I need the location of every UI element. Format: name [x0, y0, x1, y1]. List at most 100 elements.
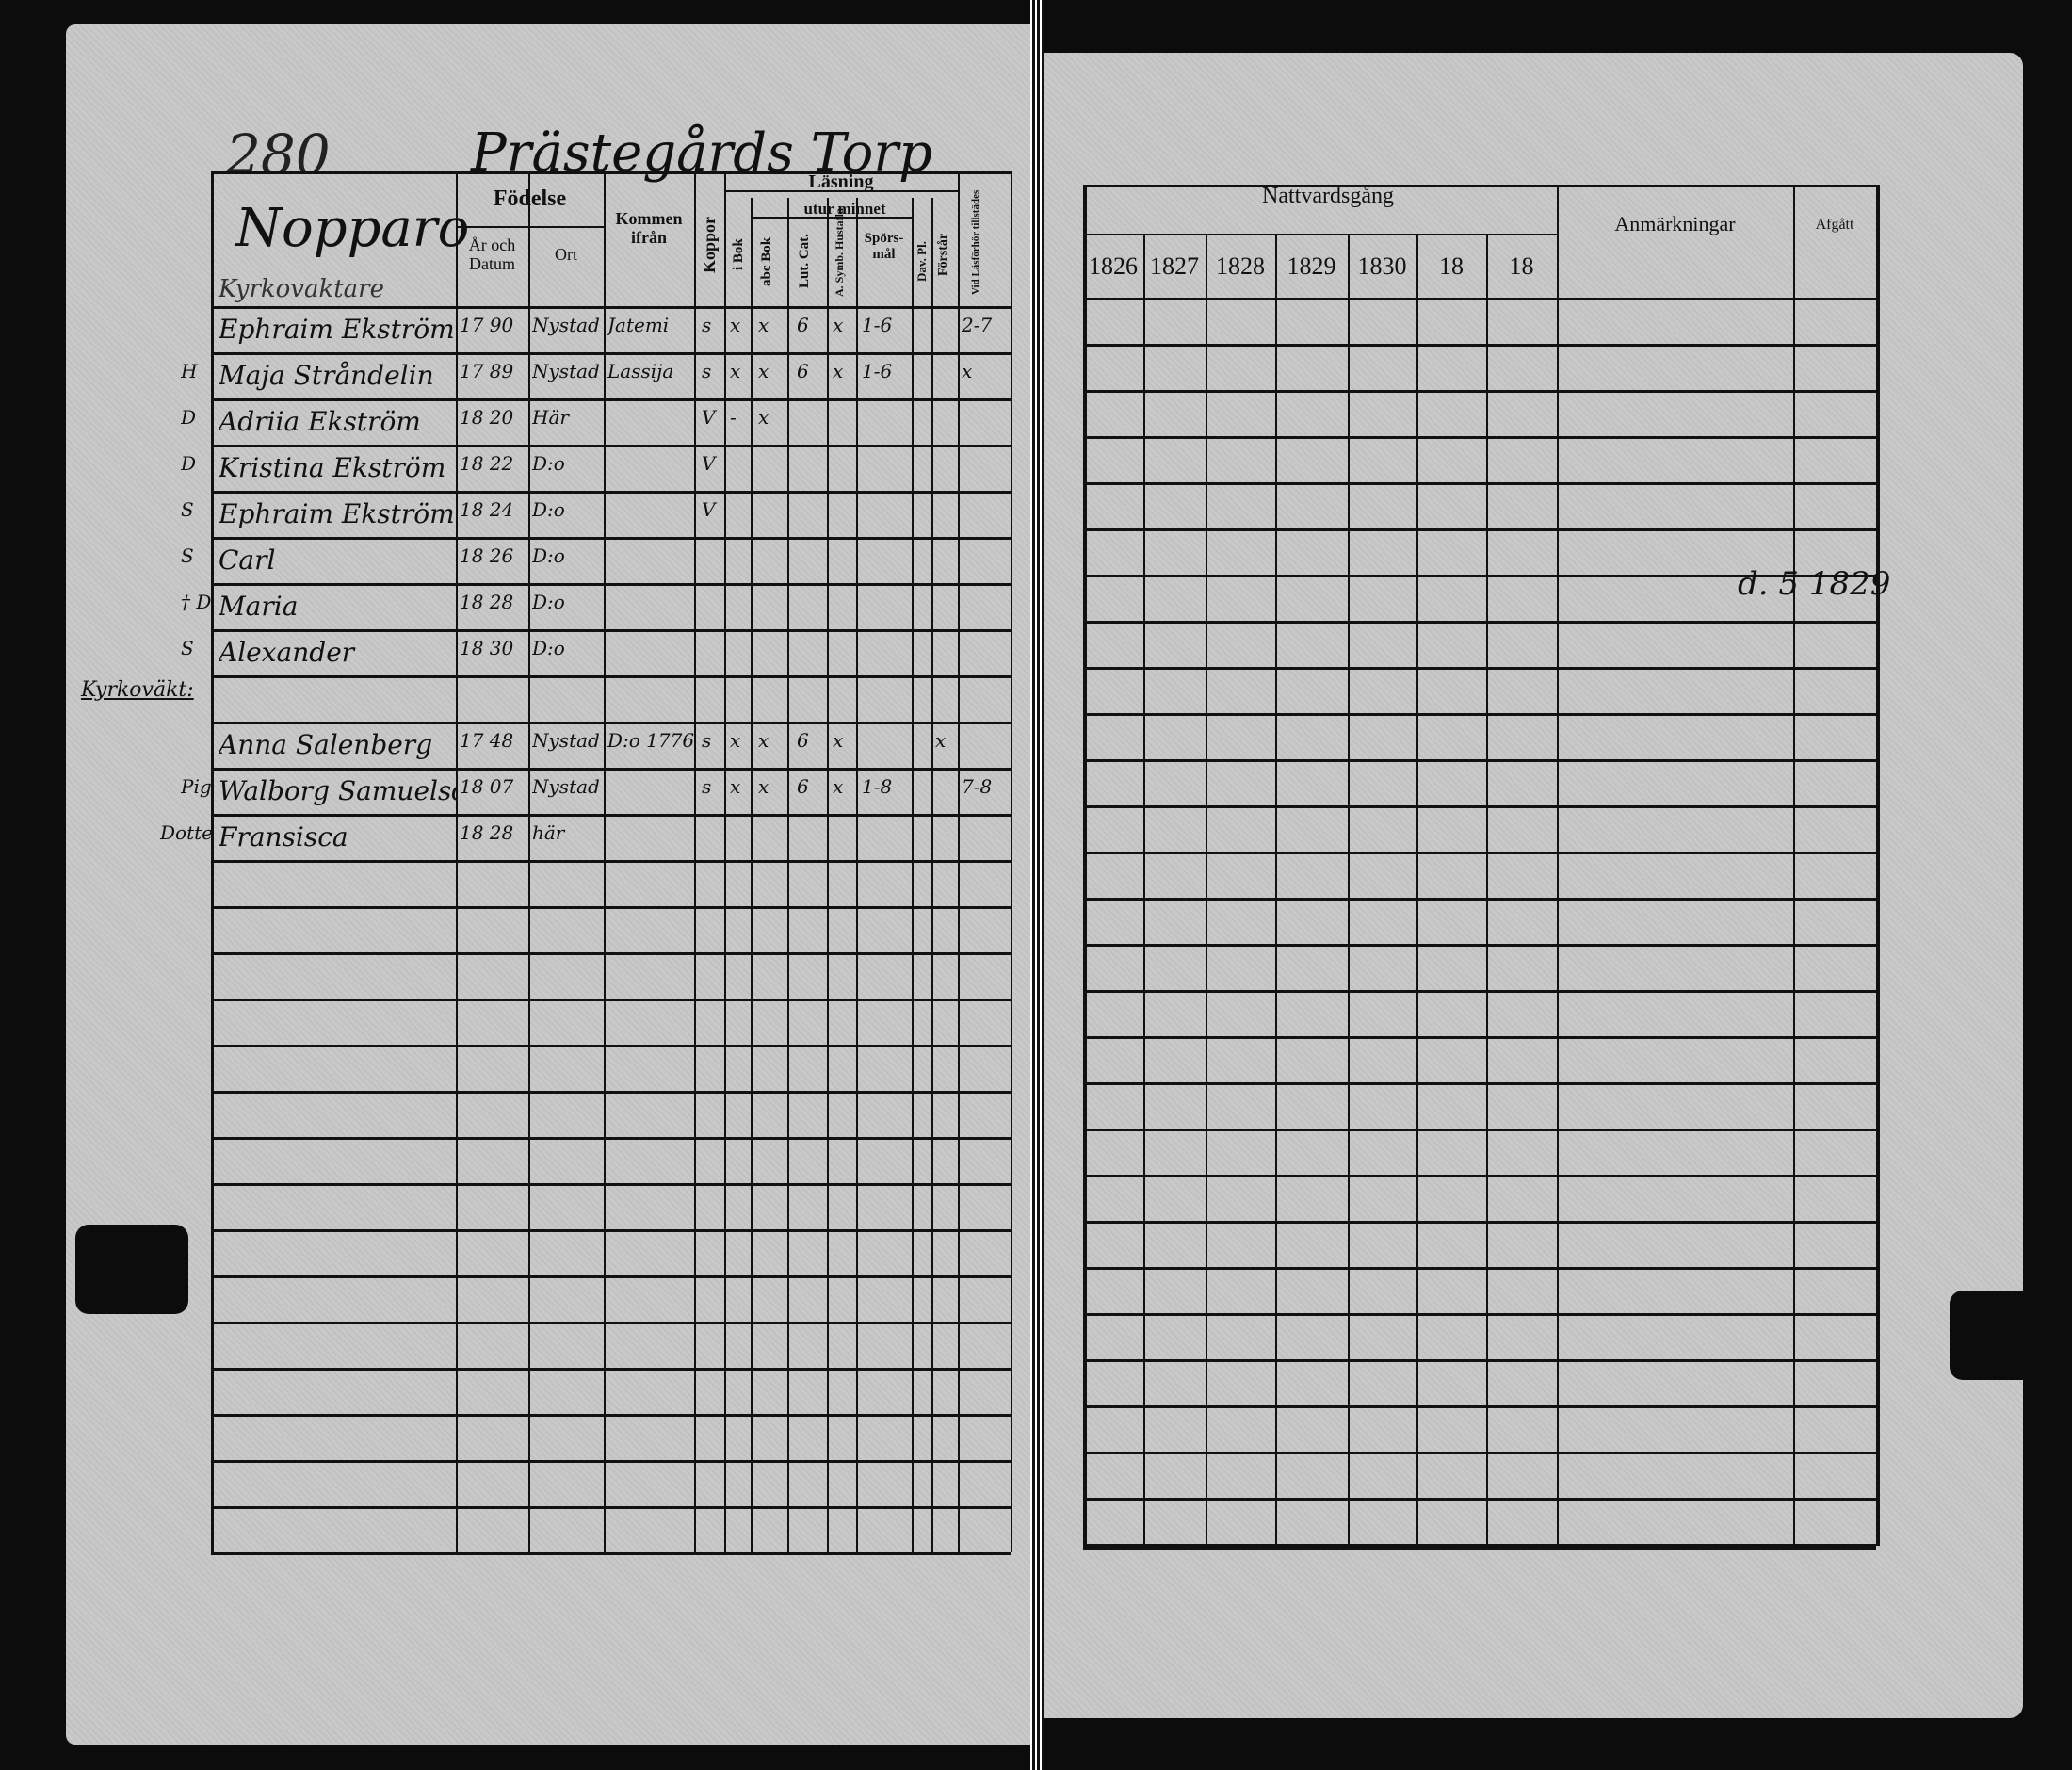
cell-till: 7-8: [962, 775, 993, 798]
header-year: 18: [1509, 252, 1534, 280]
row-rule: [1083, 1036, 1876, 1039]
header-tillstand: Vid Läsförhör tillstädes: [970, 189, 981, 296]
afgatt-note: d. 5 1829: [1738, 565, 1891, 603]
row-rule: [211, 352, 1011, 355]
cell-date: 18 30: [460, 637, 514, 659]
row-rule: [211, 1183, 1011, 1186]
row-rule: [211, 675, 1011, 678]
row-rule: [1083, 667, 1876, 670]
cell-name: Alexander: [219, 637, 355, 668]
header-year: 1827: [1150, 252, 1199, 280]
row-rule: [211, 306, 1011, 309]
row-role: H: [181, 360, 198, 382]
cell-i_bok: x: [730, 314, 741, 336]
rule-line: [1275, 235, 1277, 1546]
cell-name: Kristina Ekström: [219, 452, 446, 483]
row-rule: [211, 1137, 1011, 1140]
row-rule: [1083, 1359, 1876, 1362]
row-rule: [211, 1229, 1011, 1232]
cell-date: 17 48: [460, 729, 514, 752]
cell-cat: 6: [797, 775, 809, 798]
row-rule: [211, 768, 1011, 771]
header-year: 1830: [1357, 252, 1407, 280]
row-role: Pig: [181, 775, 212, 798]
header-lasning: Läsning: [808, 171, 874, 192]
cell-date: 17 90: [460, 314, 514, 336]
header-nattvardsgang: Nattvardsgång: [1262, 184, 1394, 208]
cell-i_bok: x: [730, 729, 741, 752]
row-rule: [1083, 898, 1876, 901]
row-role: D: [181, 406, 197, 429]
household-subheading: Kyrkovaktare: [219, 275, 384, 303]
rule-line: [1876, 185, 1880, 1546]
cell-koppor: V: [702, 498, 716, 521]
cell-place: D:o: [532, 637, 565, 659]
row-rule: [1083, 1313, 1876, 1316]
cell-name: Anna Salenberg: [219, 729, 433, 760]
rule-line: [456, 226, 604, 228]
cell-place: Nystad: [532, 314, 600, 336]
cell-from: Jatemi: [607, 314, 670, 336]
cell-name: Adriia Ekström: [219, 406, 421, 437]
header-year: 1829: [1287, 252, 1336, 280]
row-rule: [1083, 990, 1876, 993]
row-rule: [211, 814, 1011, 817]
row-role: † D: [181, 591, 212, 613]
cell-date: 18 07: [460, 775, 514, 798]
rule-line: [751, 217, 913, 219]
row-rule: [211, 722, 1011, 724]
cell-abc: x: [758, 775, 769, 798]
row-rule: [1083, 1175, 1876, 1177]
row-rule: [211, 1552, 1011, 1555]
row-rule: [1083, 528, 1876, 531]
cell-name: Carl: [219, 544, 276, 576]
book-spine: [1030, 0, 1044, 1770]
cell-i_bok: -: [730, 406, 737, 429]
cell-abc: x: [758, 729, 769, 752]
cell-koppor: V: [702, 406, 716, 429]
page-clip: [1950, 1291, 2072, 1380]
rule-line: [787, 198, 789, 1552]
row-rule: [1083, 1267, 1876, 1270]
row-rule: [1083, 1405, 1876, 1408]
table-top-rule: [211, 171, 1011, 174]
cell-symb: x: [833, 775, 844, 798]
rule-line: [1206, 235, 1207, 1546]
header-forstar: Förstår: [936, 233, 950, 276]
row-rule: [1083, 1221, 1876, 1224]
header-a-symb: A. Symb. Hustafla: [833, 207, 846, 297]
header-year: 1826: [1089, 252, 1138, 280]
cell-name: Walborg Samuelsd: [219, 775, 456, 806]
row-role: S: [181, 637, 194, 659]
row-rule: [211, 952, 1011, 955]
row-rule: [211, 1045, 1011, 1047]
row-rule: [1083, 1544, 1876, 1547]
cell-koppor: s: [702, 360, 712, 382]
header-koppor: Koppor: [700, 217, 719, 274]
cell-spors: 1-8: [862, 775, 893, 798]
header-i-bok: i Bok: [731, 238, 746, 270]
row-rule: [211, 583, 1011, 586]
table-top-rule: [1083, 185, 1876, 187]
row-rule: [1083, 759, 1876, 762]
row-rule: [211, 1368, 1011, 1371]
row-rule: [1083, 852, 1876, 854]
row-rule: [1083, 713, 1876, 716]
row-rule: [211, 537, 1011, 540]
cell-abc: x: [758, 406, 769, 429]
cell-name: Maja Stråndelin: [219, 360, 434, 391]
header-abc-bok: abc Bok: [759, 236, 774, 286]
rule-line: [1143, 235, 1145, 1546]
cell-koppor: s: [702, 729, 712, 752]
cell-forstar: x: [935, 729, 947, 752]
cell-name: Fransisca: [219, 821, 348, 853]
rule-line: [1348, 235, 1350, 1546]
cell-spors: 1-6: [862, 360, 893, 382]
row-rule: [1083, 1452, 1876, 1454]
side-note: Kyrkoväkt:: [81, 678, 194, 702]
cell-place: Nystad: [532, 775, 600, 798]
header-dav-pl: Dav. Pl.: [915, 241, 929, 282]
row-rule: [211, 445, 1011, 447]
row-rule: [1083, 390, 1876, 393]
rule-line: [1486, 235, 1488, 1546]
